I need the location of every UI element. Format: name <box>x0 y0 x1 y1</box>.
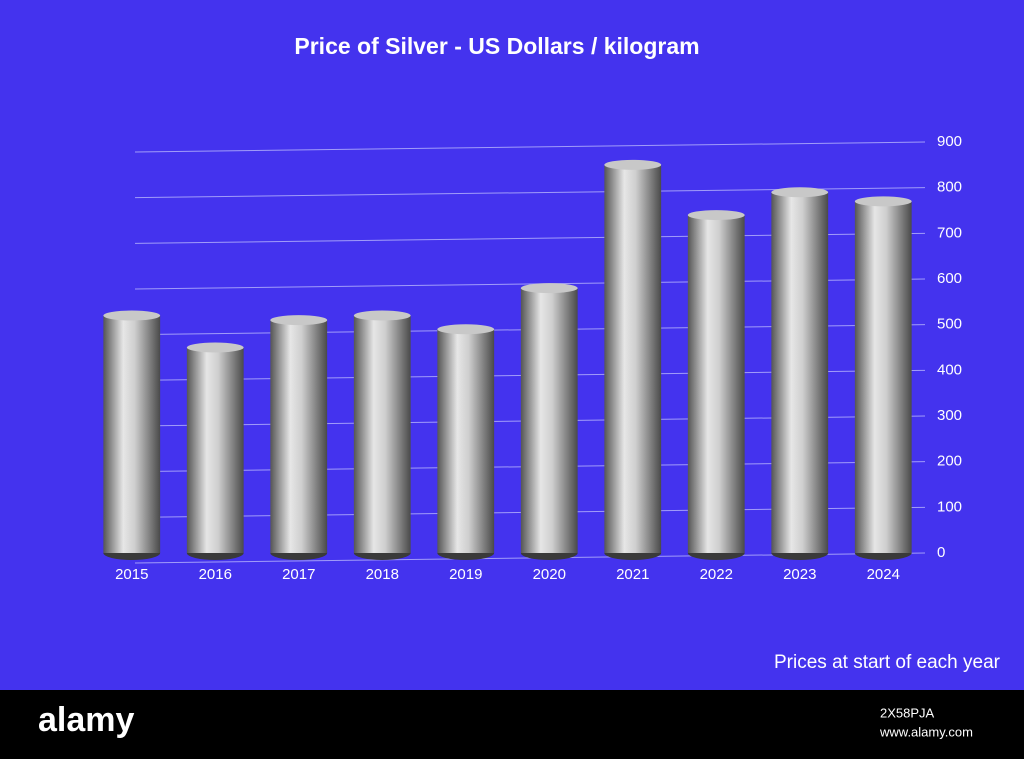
y-tick-label: 100 <box>937 498 962 515</box>
x-tick-label: 2021 <box>616 566 649 583</box>
x-tick-label: 2020 <box>533 566 566 583</box>
bar-top <box>186 342 244 353</box>
x-tick-label: 2019 <box>449 566 482 583</box>
background <box>0 0 1024 690</box>
bar <box>437 329 495 553</box>
x-tick-label: 2015 <box>115 566 148 583</box>
y-tick-label: 900 <box>937 133 962 150</box>
bar <box>771 192 829 553</box>
bar-top <box>437 324 495 335</box>
bar <box>103 315 161 553</box>
y-tick-label: 700 <box>937 224 962 241</box>
y-tick-label: 600 <box>937 270 962 287</box>
x-tick-label: 2018 <box>366 566 399 583</box>
bar <box>687 215 745 554</box>
bar-top <box>103 310 161 321</box>
y-tick-label: 500 <box>937 316 962 333</box>
footer-band <box>0 690 1024 759</box>
x-tick-label: 2022 <box>700 566 733 583</box>
grid-line <box>134 141 926 153</box>
chart-note: Prices at start of each year <box>774 652 1001 673</box>
bar <box>520 288 578 553</box>
chart-title: Price of Silver - US Dollars / kilogram <box>294 33 699 59</box>
y-tick-label: 300 <box>937 407 962 424</box>
bar-top <box>353 310 411 321</box>
footer-image-id: 2X58PJA <box>880 705 935 720</box>
y-tick-label: 200 <box>937 453 962 470</box>
bar <box>270 320 328 553</box>
footer-brand: alamy <box>38 701 134 739</box>
bar-top <box>687 210 745 221</box>
bar-top <box>270 315 328 326</box>
x-tick-label: 2023 <box>783 566 816 583</box>
x-tick-label: 2017 <box>282 566 315 583</box>
bar <box>854 201 912 553</box>
bar-top <box>854 196 912 207</box>
bar <box>353 315 411 553</box>
y-tick-label: 0 <box>937 544 945 561</box>
y-tick-label: 800 <box>937 179 962 196</box>
bar-top <box>520 283 578 294</box>
bar <box>604 164 662 554</box>
footer-url: www.alamy.com <box>879 724 973 739</box>
x-tick-label: 2024 <box>867 566 900 583</box>
bar-top <box>771 187 829 198</box>
bar <box>186 347 244 553</box>
bar-top <box>604 159 662 170</box>
x-tick-label: 2016 <box>199 566 232 583</box>
y-tick-label: 400 <box>937 361 962 378</box>
